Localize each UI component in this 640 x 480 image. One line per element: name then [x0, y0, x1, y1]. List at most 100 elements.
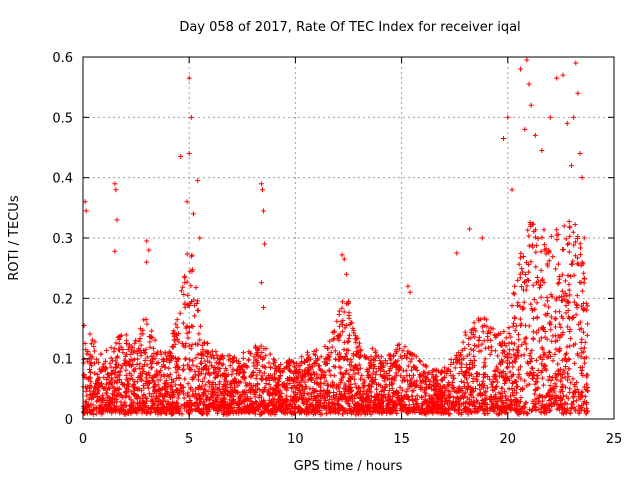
data-point [552, 339, 558, 345]
data-point [287, 375, 293, 381]
data-point [131, 367, 137, 373]
data-point [377, 372, 383, 378]
data-point [310, 404, 316, 410]
data-point [515, 300, 521, 306]
data-point [501, 349, 507, 355]
data-point [567, 410, 573, 416]
data-point [209, 387, 215, 393]
data-point [417, 384, 423, 390]
data-point [565, 241, 571, 247]
data-point [456, 371, 462, 377]
data-point [242, 396, 248, 402]
data-point [343, 271, 349, 277]
data-point [453, 352, 459, 358]
data-point [209, 363, 215, 369]
data-point [534, 243, 540, 249]
data-point [341, 407, 347, 413]
data-point [459, 410, 465, 416]
data-point [131, 382, 137, 388]
data-point [427, 383, 433, 389]
data-point [468, 408, 474, 414]
data-point [530, 329, 536, 335]
data-point [309, 371, 315, 377]
data-point [526, 323, 532, 329]
data-point [444, 367, 450, 373]
data-point [384, 408, 390, 414]
data-point [154, 405, 160, 411]
data-point [395, 342, 401, 348]
data-point [476, 343, 482, 349]
data-point [230, 359, 236, 365]
data-point [411, 372, 417, 378]
data-point [574, 305, 580, 311]
data-point [431, 400, 437, 406]
data-point [527, 350, 533, 356]
data-point [321, 395, 327, 401]
data-point [116, 347, 122, 353]
data-point [200, 390, 206, 396]
data-point [393, 408, 399, 414]
data-point [167, 371, 173, 377]
data-point [530, 375, 536, 381]
data-point [231, 354, 237, 360]
data-point [233, 379, 239, 385]
data-point [511, 352, 517, 358]
data-point [431, 404, 437, 410]
data-point [451, 360, 457, 366]
data-point [287, 381, 293, 387]
data-point [581, 349, 587, 355]
data-point [471, 320, 477, 326]
data-point [234, 371, 240, 377]
data-point [467, 366, 473, 372]
data-point [430, 410, 436, 416]
data-point [553, 266, 559, 272]
data-point [104, 390, 110, 396]
data-point [186, 394, 192, 400]
data-point [215, 393, 221, 399]
data-point [193, 400, 199, 406]
data-point [513, 384, 519, 390]
data-point [149, 328, 155, 334]
data-point [259, 408, 265, 414]
data-point [136, 365, 142, 371]
data-point [424, 384, 430, 390]
data-point [149, 406, 155, 412]
data-point [219, 362, 225, 368]
data-point [248, 404, 254, 410]
data-point [180, 384, 186, 390]
data-point [366, 382, 372, 388]
x-tick-label: 20 [500, 432, 517, 447]
data-point [197, 323, 203, 329]
data-point [534, 300, 540, 306]
data-point [108, 364, 114, 370]
data-point [237, 394, 243, 400]
data-point [163, 385, 169, 391]
data-point [354, 348, 360, 354]
data-point [152, 337, 158, 343]
data-point [468, 335, 474, 341]
data-point [348, 384, 354, 390]
data-point [352, 371, 358, 377]
data-point [517, 398, 523, 404]
data-point [391, 360, 397, 366]
data-point [88, 354, 94, 360]
data-point [461, 355, 467, 361]
data-point [113, 375, 119, 381]
data-point [372, 355, 378, 361]
data-point [339, 305, 345, 311]
data-point [140, 382, 146, 388]
data-point [487, 376, 493, 382]
data-point [106, 380, 112, 386]
data-point [128, 389, 134, 395]
data-point [112, 399, 118, 405]
data-point [494, 332, 500, 338]
data-point [450, 405, 456, 411]
data-point [171, 393, 177, 399]
data-point [540, 325, 546, 331]
data-point [471, 401, 477, 407]
data-point [191, 375, 197, 381]
data-point [530, 398, 536, 404]
data-point [184, 399, 190, 405]
data-point [534, 275, 540, 281]
data-point [171, 334, 177, 340]
